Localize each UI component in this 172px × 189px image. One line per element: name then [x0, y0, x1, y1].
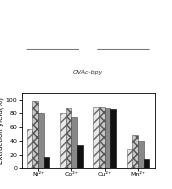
- Bar: [144, 159, 149, 168]
- Bar: [99, 107, 105, 168]
- Bar: [72, 117, 77, 168]
- Y-axis label: Extraction yield(%): Extraction yield(%): [0, 97, 4, 164]
- Bar: [33, 101, 38, 168]
- Bar: [110, 109, 116, 168]
- Bar: [105, 108, 110, 168]
- Bar: [127, 149, 132, 168]
- Bar: [132, 135, 138, 168]
- Bar: [44, 156, 50, 168]
- Bar: [66, 108, 72, 168]
- Bar: [77, 145, 83, 168]
- Bar: [138, 141, 144, 168]
- Text: OVAc-bpy: OVAc-bpy: [73, 70, 103, 75]
- Bar: [27, 129, 33, 168]
- Bar: [38, 113, 44, 168]
- Bar: [94, 107, 99, 168]
- Bar: [60, 113, 66, 168]
